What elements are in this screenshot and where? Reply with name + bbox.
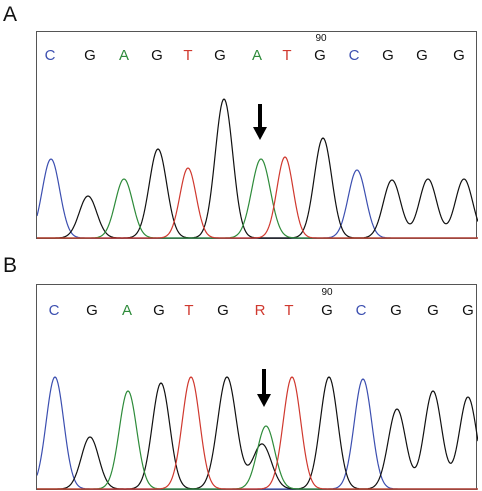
trace-c bbox=[37, 158, 478, 239]
trace-t bbox=[37, 156, 478, 239]
base-call-label: T bbox=[183, 47, 193, 64]
base-call-label: G bbox=[382, 47, 394, 64]
base-call-label: G bbox=[390, 302, 402, 319]
panel-a-chromatogram: 90 C G A G T G A T G C G G G bbox=[36, 31, 478, 239]
panel-a-trace-plot bbox=[37, 98, 478, 239]
trace-t bbox=[37, 376, 478, 490]
base-call-label: G bbox=[321, 302, 333, 319]
base-call-label: T bbox=[284, 302, 294, 319]
base-call-label: G bbox=[453, 47, 465, 64]
panel-a-position-label: 90 bbox=[315, 33, 327, 44]
down-arrow-icon bbox=[257, 369, 271, 407]
base-call-label: G bbox=[427, 302, 439, 319]
trace-g bbox=[37, 376, 478, 490]
base-call-label: G bbox=[314, 47, 326, 64]
base-call-label: G bbox=[217, 302, 229, 319]
base-call-label: C bbox=[48, 302, 60, 319]
base-call-label: C bbox=[44, 47, 56, 64]
panel-b-trace-plot bbox=[37, 369, 478, 490]
base-call-label: G bbox=[214, 47, 226, 64]
base-call-label: G bbox=[86, 302, 98, 319]
base-call-label: T bbox=[184, 302, 194, 319]
trace-g bbox=[37, 98, 478, 239]
trace-a bbox=[37, 390, 478, 490]
base-call-label: G bbox=[151, 47, 163, 64]
base-call-label: T bbox=[282, 47, 292, 64]
panel-b-letter: B bbox=[3, 254, 18, 277]
base-call-label: C bbox=[348, 47, 360, 64]
base-call-label: A bbox=[251, 47, 263, 64]
down-arrow-icon bbox=[253, 104, 267, 140]
trace-a bbox=[37, 158, 478, 239]
base-call-label: C bbox=[355, 302, 367, 319]
base-call-label: G bbox=[416, 47, 428, 64]
base-call-label: G bbox=[84, 47, 96, 64]
base-call-label: A bbox=[118, 47, 130, 64]
panel-b-position-label: 90 bbox=[321, 287, 333, 298]
base-call-label: G bbox=[153, 302, 165, 319]
panel-b-chromatogram: 90 C G A G T G R T G C G G G bbox=[36, 284, 478, 490]
base-call-label: A bbox=[121, 302, 133, 319]
base-call-label: G bbox=[462, 302, 474, 319]
panel-a-letter: A bbox=[3, 3, 18, 26]
base-call-label: R bbox=[254, 302, 266, 319]
